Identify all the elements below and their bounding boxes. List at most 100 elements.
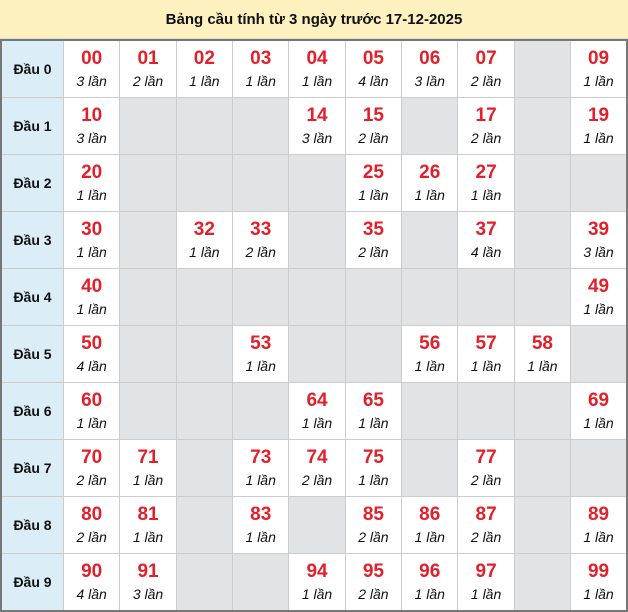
lotto-number: 35 bbox=[362, 219, 384, 241]
number-cell: 50 4 lần bbox=[62, 324, 121, 383]
occurrence-count: 1 lần bbox=[583, 585, 614, 602]
empty-cell bbox=[175, 97, 234, 156]
occurrence-count: 1 lần bbox=[358, 187, 389, 204]
empty-cell bbox=[401, 381, 459, 440]
lotto-number: 65 bbox=[362, 389, 384, 411]
occurrence-count: 4 lần bbox=[470, 244, 502, 261]
empty-cell bbox=[119, 324, 177, 383]
number-cell: 86 1 lần bbox=[401, 495, 459, 554]
empty-cell bbox=[288, 154, 346, 213]
occurrence-count: 2 lần bbox=[301, 471, 333, 488]
number-cell: 06 3 lần bbox=[401, 39, 459, 99]
lotto-number: 77 bbox=[475, 446, 497, 468]
lotto-number: 56 bbox=[419, 332, 441, 354]
lotto-number: 73 bbox=[250, 446, 272, 468]
empty-cell bbox=[513, 495, 572, 554]
empty-cell bbox=[232, 268, 290, 326]
number-cell: 04 1 lần bbox=[288, 39, 346, 99]
empty-cell bbox=[570, 154, 628, 213]
empty-cell bbox=[232, 154, 290, 213]
number-cell: 26 1 lần bbox=[401, 154, 459, 213]
lotto-number: 50 bbox=[81, 332, 103, 354]
lotto-number: 32 bbox=[193, 219, 215, 241]
lotto-number: 60 bbox=[81, 389, 103, 411]
empty-cell bbox=[288, 324, 346, 383]
empty-cell bbox=[513, 381, 572, 440]
number-cell: 09 1 lần bbox=[570, 39, 628, 99]
number-cell: 30 1 lần bbox=[62, 211, 121, 269]
lotto-number: 00 bbox=[81, 48, 103, 70]
occurrence-count: 1 lần bbox=[132, 471, 164, 488]
number-cell: 60 1 lần bbox=[62, 381, 121, 440]
occurrence-count: 1 lần bbox=[470, 187, 502, 204]
occurrence-count: 1 lần bbox=[583, 130, 614, 147]
number-cell: 71 1 lần bbox=[119, 438, 177, 497]
occurrence-count: 2 lần bbox=[470, 73, 502, 90]
number-cell: 15 2 lần bbox=[344, 97, 403, 156]
occurrence-count: 1 lần bbox=[76, 300, 107, 317]
lotto-number: 04 bbox=[306, 48, 328, 70]
table-row: Đầu 6 60 1 lần 64 1 lần 65 1 lần 69 1 lần bbox=[0, 381, 628, 440]
occurrence-count: 2 lần bbox=[76, 528, 107, 545]
empty-cell bbox=[344, 268, 403, 326]
occurrence-count: 4 lần bbox=[76, 585, 107, 602]
occurrence-count: 1 lần bbox=[414, 187, 445, 204]
lotto-number: 26 bbox=[419, 162, 441, 184]
table-row: Đầu 4 40 1 lần 49 1 lần bbox=[0, 268, 628, 326]
occurrence-count: 1 lần bbox=[301, 585, 333, 602]
row-header: Đầu 0 bbox=[0, 39, 64, 99]
empty-cell bbox=[232, 97, 290, 156]
number-cell: 35 2 lần bbox=[344, 211, 403, 269]
empty-cell bbox=[457, 268, 515, 326]
number-cell: 01 2 lần bbox=[119, 39, 177, 99]
lotto-number: 27 bbox=[475, 162, 497, 184]
lotto-number: 85 bbox=[362, 503, 384, 525]
row-header: Đầu 7 bbox=[0, 438, 64, 497]
lotto-number: 71 bbox=[137, 446, 159, 468]
occurrence-count: 2 lần bbox=[132, 73, 164, 90]
number-cell: 99 1 lần bbox=[570, 552, 628, 612]
occurrence-count: 1 lần bbox=[76, 187, 107, 204]
empty-cell bbox=[457, 381, 515, 440]
occurrence-count: 1 lần bbox=[189, 244, 220, 261]
empty-cell bbox=[401, 268, 459, 326]
empty-cell bbox=[175, 324, 234, 383]
occurrence-count: 1 lần bbox=[583, 73, 614, 90]
number-cell: 56 1 lần bbox=[401, 324, 459, 383]
number-cell: 91 3 lần bbox=[119, 552, 177, 612]
empty-cell bbox=[344, 324, 403, 383]
empty-cell bbox=[570, 324, 628, 383]
lotto-number: 53 bbox=[250, 332, 272, 354]
number-cell: 80 2 lần bbox=[62, 495, 121, 554]
occurrence-count: 2 lần bbox=[76, 471, 107, 488]
occurrence-count: 3 lần bbox=[583, 244, 614, 261]
lotto-number: 96 bbox=[419, 560, 441, 582]
number-cell: 77 2 lần bbox=[457, 438, 515, 497]
number-cell: 53 1 lần bbox=[232, 324, 290, 383]
empty-cell bbox=[175, 495, 234, 554]
lotto-number: 89 bbox=[587, 503, 610, 525]
row-header: Đầu 3 bbox=[0, 211, 64, 269]
lotto-number: 99 bbox=[587, 560, 610, 582]
number-cell: 75 1 lần bbox=[344, 438, 403, 497]
occurrence-count: 1 lần bbox=[132, 528, 164, 545]
lotto-number: 97 bbox=[475, 560, 497, 582]
lotto-number: 07 bbox=[475, 48, 497, 70]
empty-cell bbox=[119, 97, 177, 156]
occurrence-count: 1 lần bbox=[76, 414, 107, 431]
number-cell: 07 2 lần bbox=[457, 39, 515, 99]
empty-cell bbox=[288, 268, 346, 326]
occurrence-count: 1 lần bbox=[414, 528, 445, 545]
number-cell: 39 3 lần bbox=[570, 211, 628, 269]
number-cell: 40 1 lần bbox=[62, 268, 121, 326]
empty-cell bbox=[175, 381, 234, 440]
lotto-number: 09 bbox=[587, 48, 610, 70]
lotto-number: 15 bbox=[362, 105, 384, 127]
number-cell: 70 2 lần bbox=[62, 438, 121, 497]
number-cell: 74 2 lần bbox=[288, 438, 346, 497]
empty-cell bbox=[288, 495, 346, 554]
number-cell: 64 1 lần bbox=[288, 381, 346, 440]
lotto-number: 90 bbox=[81, 560, 103, 582]
number-cell: 96 1 lần bbox=[401, 552, 459, 612]
lotto-number: 57 bbox=[475, 332, 497, 354]
